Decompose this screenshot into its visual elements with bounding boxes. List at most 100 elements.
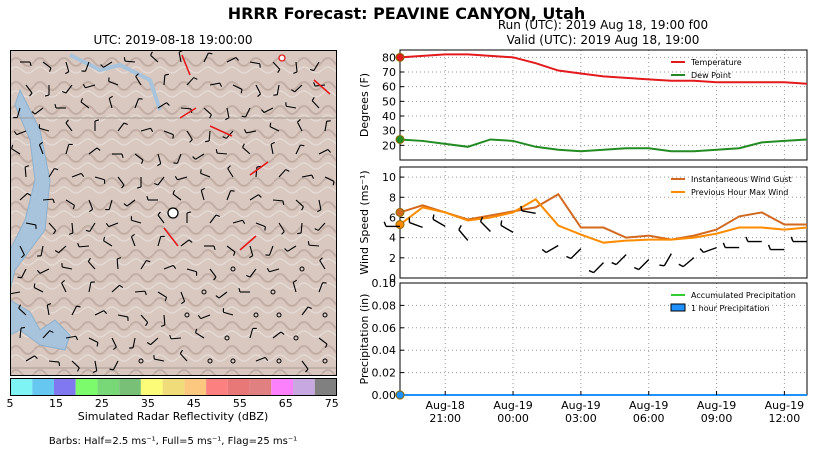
wind-barb <box>383 221 400 228</box>
barb-shaft <box>249 268 257 278</box>
wind-barb <box>297 222 303 235</box>
wind-barb <box>116 257 122 270</box>
wind-barb <box>10 144 21 155</box>
wind-barb <box>241 107 251 118</box>
barb-feather <box>282 200 285 205</box>
colorbar-swatch <box>162 378 185 396</box>
wind-barb <box>243 129 257 134</box>
wind-barb <box>105 222 119 228</box>
colorbar-swatch <box>293 378 315 396</box>
wind-barb <box>65 143 73 155</box>
barb-feather <box>264 357 269 361</box>
wind-barb <box>226 245 236 256</box>
run-line: Run (UTC): 2019 Aug 18, 19:00 f00 <box>497 18 709 32</box>
barb-shaft <box>62 266 73 270</box>
barb-feather <box>123 122 128 126</box>
barb-feather <box>76 305 81 308</box>
barb-shaft <box>157 153 162 164</box>
barb-shaft <box>209 82 220 86</box>
barb-shaft <box>11 148 21 155</box>
barb-feather <box>169 334 172 340</box>
barb-feather <box>140 159 144 164</box>
barb-feather <box>280 331 285 335</box>
wind-barb <box>215 291 228 299</box>
wind-barb <box>42 198 55 204</box>
barb-shaft <box>178 52 182 63</box>
barb-feather <box>284 248 288 252</box>
wind-barb <box>203 107 212 119</box>
barb-feather <box>54 167 59 171</box>
wind-barb <box>48 222 57 235</box>
barb-shaft <box>180 107 192 110</box>
barb-feather <box>659 264 665 267</box>
legend-entry: Temperature <box>690 58 742 67</box>
barb-feather <box>77 242 80 248</box>
barb-shaft <box>163 264 174 270</box>
colorbar-swatch <box>249 378 272 396</box>
barb-shaft <box>295 199 304 208</box>
barb-shaft <box>301 306 309 316</box>
wind-barb <box>180 291 186 305</box>
barb-shaft <box>570 248 582 260</box>
wind-barb <box>85 222 96 233</box>
barb-feather <box>293 71 298 74</box>
barb-shaft <box>294 84 303 93</box>
wind-barb <box>136 177 142 189</box>
wind-barb <box>134 153 144 164</box>
wind-barb <box>203 52 213 63</box>
y-tick-label: 30 <box>382 125 396 138</box>
x-tick-label: 12:00 <box>769 412 801 425</box>
wind-barb <box>88 337 99 347</box>
x-tick-label: 00:00 <box>497 412 529 425</box>
barb-feather <box>242 143 245 148</box>
barb-feather <box>285 169 290 172</box>
y-axis-label: Degrees (F) <box>358 73 371 137</box>
barb-feather <box>193 77 198 80</box>
barb-shaft <box>38 144 44 155</box>
barb-shaft <box>65 335 76 339</box>
barb-shaft <box>663 253 672 267</box>
barb-feather <box>633 266 640 271</box>
colorbar-tick-label: 55 <box>232 397 247 410</box>
barb-feather <box>235 57 239 61</box>
barb-shaft <box>301 174 312 178</box>
wind-barb <box>301 174 315 179</box>
barb-feather <box>157 211 161 216</box>
barb-feather <box>121 184 125 189</box>
barb-shaft <box>249 194 259 201</box>
y-tick-label: 70 <box>382 66 396 79</box>
barb-shaft <box>117 176 125 186</box>
barb-feather <box>215 149 218 154</box>
wind-barb <box>270 141 275 155</box>
barb-shaft <box>223 311 234 316</box>
wind-barb <box>123 57 136 63</box>
wind-barb <box>109 360 119 371</box>
wind-barb <box>71 172 85 178</box>
barb-feather <box>313 82 316 87</box>
wind-barb <box>269 122 280 132</box>
wind-barb <box>94 176 106 184</box>
barb-feather <box>146 342 151 346</box>
barb-feather <box>699 248 704 253</box>
barb-feather <box>108 95 113 99</box>
wind-barb <box>272 331 285 339</box>
barb-feather <box>94 119 100 122</box>
barb-shaft <box>615 254 627 266</box>
barb-shaft <box>255 166 258 178</box>
wind-barb <box>18 304 27 316</box>
wind-barb <box>238 287 250 293</box>
barb-feather <box>160 324 166 327</box>
y-tick-label: 40 <box>382 110 396 123</box>
x-tick-label: 09:00 <box>701 412 733 425</box>
barb-feather <box>256 165 261 168</box>
wind-barb <box>249 245 254 259</box>
wind-barb <box>722 242 740 249</box>
barb-shaft <box>140 127 151 132</box>
barb-shaft <box>40 245 44 256</box>
barb-feather <box>209 114 212 119</box>
wind-barb <box>194 328 205 339</box>
colorbar-swatch <box>140 378 163 396</box>
barb-feather <box>48 67 52 72</box>
barb-shaft <box>134 290 146 293</box>
wind-barb <box>307 241 320 247</box>
